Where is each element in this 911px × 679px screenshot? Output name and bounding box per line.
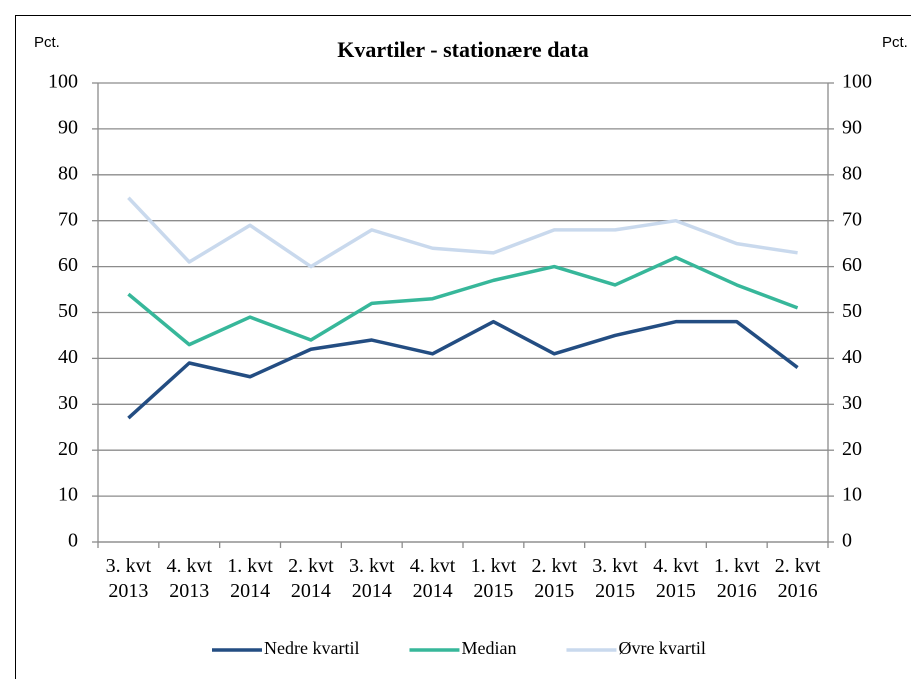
x-tick-label: 1. kvt 2015	[470, 555, 517, 602]
x-tick-label: 2. kvt 2015	[531, 555, 578, 602]
legend-label: Nedre kvartil	[264, 638, 359, 658]
y-tick-label: 90	[58, 116, 78, 138]
y-tick-label: 20	[58, 438, 78, 460]
series-line	[127, 255, 799, 347]
y2-tick-label: 80	[842, 162, 862, 184]
chart-title: Kvartiler - stationære data	[337, 37, 589, 62]
y2-axis-label: Pct.	[882, 34, 908, 51]
chart-frame	[15, 15, 911, 679]
y2-tick-label: 100	[842, 71, 872, 93]
y-tick-label: 50	[58, 300, 78, 322]
y-tick-label: 100	[48, 71, 78, 93]
y2-tick-label: 70	[842, 208, 862, 230]
x-tick-label: 2. kvt 2016	[774, 555, 821, 602]
y2-tick-label: 50	[842, 300, 862, 322]
y-tick-label: 40	[58, 346, 78, 368]
y2-tick-label: 40	[842, 346, 862, 368]
legend-label: Øvre kvartil	[618, 638, 705, 658]
y-tick-label: 10	[58, 484, 78, 506]
x-tick-label: 4. kvt 2013	[166, 555, 213, 602]
y2-tick-label: 60	[842, 254, 862, 276]
y2-tick-label: 20	[842, 438, 862, 460]
series-line	[127, 196, 798, 269]
y2-tick-label: 30	[842, 392, 862, 414]
y-tick-label: 70	[58, 208, 78, 230]
y-tick-label: 0	[68, 530, 78, 552]
legend-label: Median	[461, 638, 516, 658]
x-tick-label: 3. kvt 2013	[105, 555, 152, 602]
y-tick-label: 80	[58, 162, 78, 184]
y2-tick-label: 0	[842, 530, 852, 552]
x-tick-label: 4. kvt 2014	[409, 555, 456, 602]
x-tick-label: 3. kvt 2014	[348, 555, 395, 602]
x-tick-label: 4. kvt 2015	[653, 555, 699, 602]
y-axis-label: Pct.	[34, 34, 60, 51]
x-tick-label: 2. kvt 2014	[288, 555, 334, 602]
x-tick-label: 1. kvt 2014	[227, 555, 273, 602]
x-tick-label: 3. kvt 2015	[592, 555, 638, 602]
y-tick-label: 60	[58, 254, 78, 276]
y-tick-label: 30	[58, 392, 78, 414]
y2-tick-label: 90	[842, 116, 862, 138]
y2-tick-label: 10	[842, 484, 862, 506]
x-tick-label: 1. kvt 2016	[713, 555, 760, 602]
series-line	[127, 319, 799, 420]
